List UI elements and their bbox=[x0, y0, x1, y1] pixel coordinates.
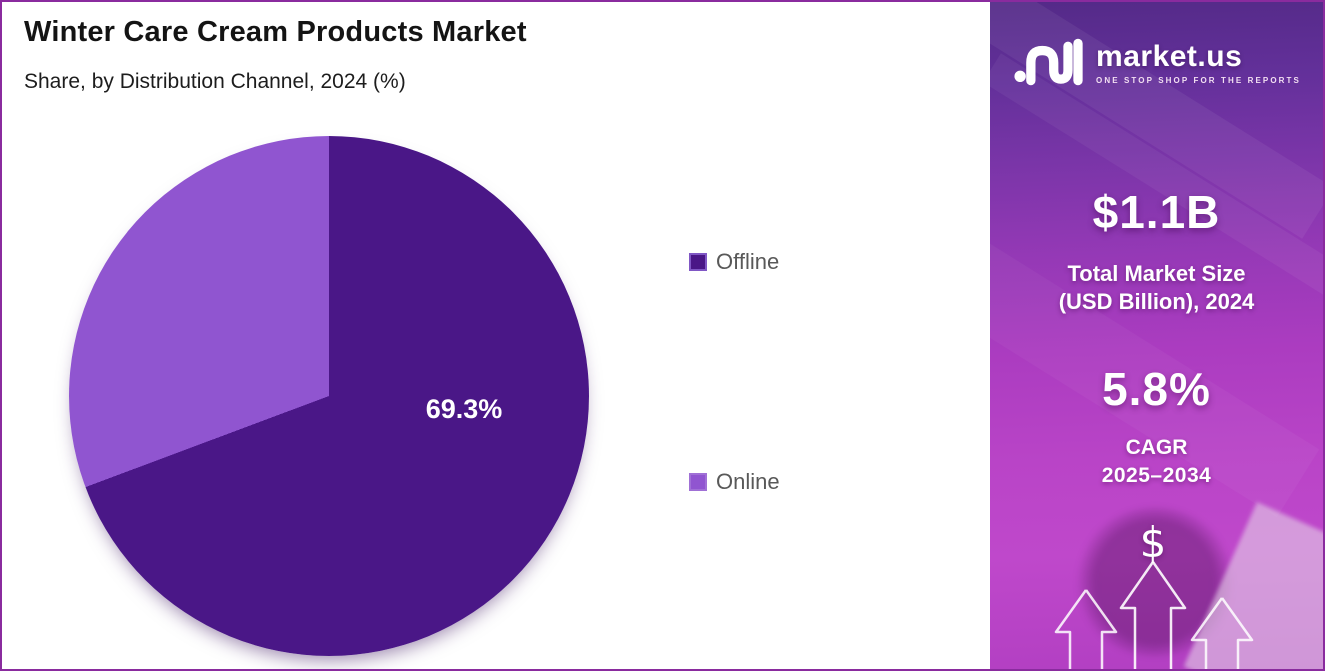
pie-slice-data-label: 69.3% bbox=[425, 394, 503, 424]
cagr-value: 5.8% bbox=[1102, 363, 1211, 415]
legend-label-offline: Offline bbox=[716, 249, 780, 274]
brand-name: market.us bbox=[1096, 39, 1243, 73]
market-size-value: $1.1B bbox=[1092, 186, 1221, 238]
cagr-period: 2025–2034 bbox=[1101, 464, 1212, 487]
market-size-label-line1: Total Market Size bbox=[1067, 261, 1246, 286]
marketus-logo-icon bbox=[1014, 38, 1083, 86]
brand-sidebar: market.us ONE STOP SHOP FOR THE REPORTS … bbox=[990, 2, 1323, 669]
brand-tagline: ONE STOP SHOP FOR THE REPORTS bbox=[1096, 75, 1301, 85]
chart-legend: Offline Online bbox=[689, 2, 889, 669]
legend-item-offline: Offline bbox=[689, 249, 779, 275]
legend-swatch-offline-icon bbox=[689, 253, 707, 271]
legend-swatch-online-icon bbox=[689, 473, 707, 491]
chart-title: Winter Care Cream Products Market bbox=[24, 16, 527, 48]
cagr-label: CAGR bbox=[1125, 436, 1188, 459]
brand-logo: market.us ONE STOP SHOP FOR THE REPORTS bbox=[990, 32, 1323, 92]
growth-arrows-icon bbox=[1054, 561, 1254, 669]
pie-chart: 69.3% bbox=[69, 136, 589, 656]
brand-text-block: market.us ONE STOP SHOP FOR THE REPORTS bbox=[1096, 40, 1301, 85]
legend-item-online: Online bbox=[689, 469, 780, 495]
legend-label-online: Online bbox=[716, 469, 780, 494]
chart-subtitle: Share, by Distribution Channel, 2024 (%) bbox=[24, 70, 406, 93]
market-size-label-line2: (USD Billion), 2024 bbox=[1058, 289, 1255, 314]
dollar-icon: $ bbox=[1139, 518, 1167, 567]
